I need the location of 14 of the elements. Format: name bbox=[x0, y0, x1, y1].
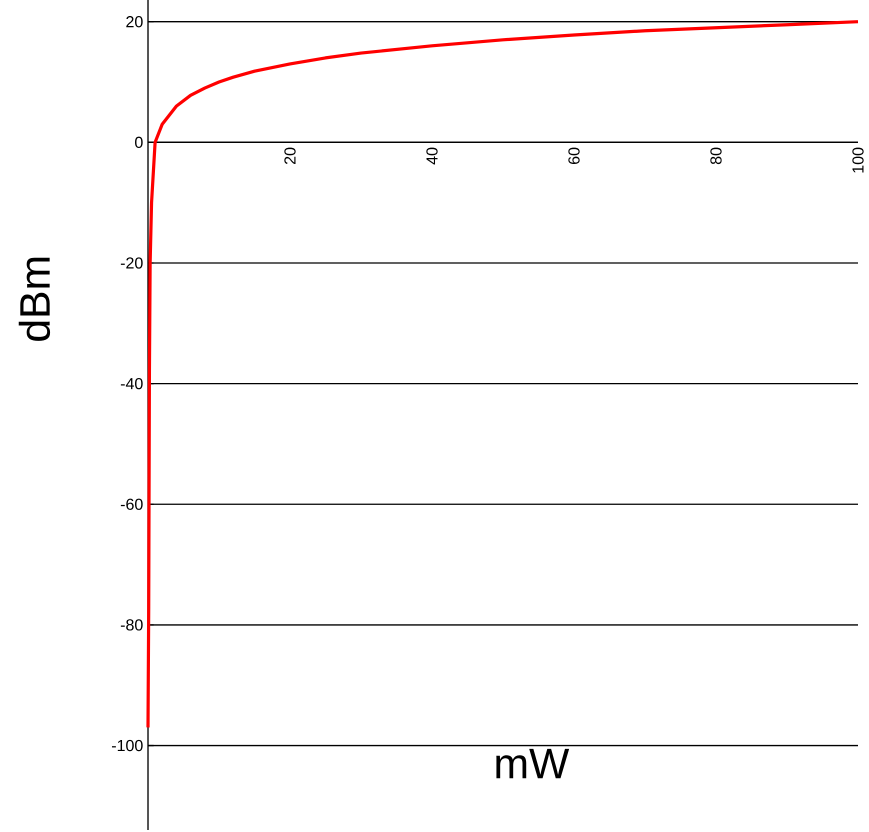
y-tick-label: -80 bbox=[120, 619, 143, 631]
y-axis-title: dBm bbox=[18, 258, 50, 341]
x-tick-label: 80 bbox=[710, 148, 722, 164]
y-tick-label: -100 bbox=[112, 740, 143, 752]
x-tick-label: 40 bbox=[426, 148, 438, 164]
y-tick-label: -40 bbox=[120, 378, 143, 390]
y-tick-label: -60 bbox=[120, 498, 143, 510]
y-tick-label: 0 bbox=[135, 136, 143, 148]
x-tick-label: 60 bbox=[568, 148, 580, 164]
y-tick-label: -20 bbox=[120, 257, 143, 269]
x-axis-title: mW bbox=[496, 748, 570, 778]
x-tick-label: 100 bbox=[852, 148, 864, 173]
x-tick-label: 20 bbox=[284, 148, 296, 164]
y-tick-label: 20 bbox=[126, 16, 143, 28]
